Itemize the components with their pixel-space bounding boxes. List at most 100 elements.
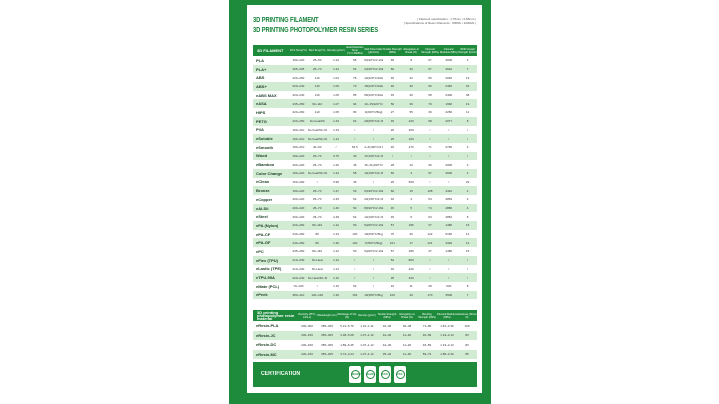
table-cell: 8 [466, 284, 469, 289]
table-cell: 220~260 [292, 75, 305, 80]
table-cell: / [448, 179, 450, 184]
table-row: ePeek 380~410 120~140 1.30 152 10(380°C/5kg) 1… [253, 290, 477, 300]
table-cell: / [458, 273, 477, 282]
table-cell: 1.89~5.45 [340, 342, 354, 347]
table-cell: 550 [408, 179, 414, 184]
table-cell: 4320 [439, 238, 459, 248]
certification-logo-eco: ECO [379, 366, 391, 383]
table-cell: 57 [382, 221, 402, 230]
table-cell: 58 [428, 93, 432, 98]
table-cell: 5 [410, 214, 413, 219]
table-cell: 1960 [439, 99, 459, 109]
table-cell: 4.38~5.08 [337, 330, 357, 340]
table-cell: 52 [353, 214, 357, 219]
table-cell: 2440 [439, 82, 459, 91]
table-cell: 75 [390, 232, 395, 237]
table-cell: 5.21~5.76 [340, 323, 354, 328]
table-cell: 52 [345, 203, 365, 213]
table-cell: 152 [345, 290, 365, 300]
table-cell: 1.24 [333, 58, 339, 63]
table-cell: 94 [345, 99, 365, 109]
material-name: PLA [256, 57, 264, 63]
table-cell: 220~260 [292, 110, 305, 115]
table-cell: 85 [457, 349, 477, 359]
poster-panel: 3D PRINTING FILAMENT 3D PRINTING PHOTOPO… [247, 5, 482, 393]
table-row: eResin-DC 100~150 355~405 1.89~5.45 1.07~1.1… [253, 340, 477, 350]
material-name: eSteel [256, 214, 268, 220]
table-cell: 1.07~1.12 [360, 342, 374, 347]
table-row: PVA 190~210 No heat/50~60 1.23 / / 20 360 / / / [253, 126, 477, 135]
table-cell: 27 [390, 110, 395, 115]
table-cell: 25~70 [312, 197, 322, 202]
table-cell: / [429, 179, 431, 184]
table-row: ABS 220~260 110 1.04 78 12(220°C/10kg) 45 22 66 2… [253, 73, 477, 82]
material-name: PLA+ [253, 64, 289, 74]
table-cell: 65(220°C/10kg) [364, 93, 383, 98]
column-header: Flexural Modulus (MPa) [437, 310, 457, 321]
table-cell: 110 [314, 75, 320, 80]
table-cell: 190~220 [292, 58, 305, 63]
table-cell: / [429, 127, 431, 132]
table-row: ePA-GF 240~260 80 1.30 120 7(250°C/5kg) 101 17 1… [253, 238, 477, 248]
table-cell: / [420, 151, 440, 161]
table-cell: 70~100 [293, 284, 304, 289]
table-cell: 4 [466, 162, 469, 167]
table-cell: 2000 [445, 162, 453, 167]
table-cell: 3 [401, 168, 421, 178]
table-cell: 1.14 [333, 266, 339, 271]
table-cell: 14 [458, 238, 477, 248]
table-cell: / [335, 145, 337, 150]
certification-label: CERTIFICATION [261, 371, 301, 377]
filament-spec: | Filament specification : 1.75mm / 2.85… [417, 17, 476, 21]
table-row: ABS+220~2401101.067315(220°C/10kg)403066… [253, 82, 477, 91]
table-row: eResin-JC 100~150 355~405 4.38~5.08 1.07~1.1… [253, 330, 477, 340]
table-cell: / [467, 266, 468, 271]
table-cell: 39 [428, 110, 432, 115]
material-name: eResin-JC [253, 330, 297, 340]
column-header: Shrinkage of Vol. (%) [337, 310, 357, 321]
table-cell: 0.75 [326, 151, 346, 161]
table-cell: 25~60 [312, 58, 322, 63]
table-cell: / [401, 151, 421, 161]
table-cell: 190~220 [289, 151, 308, 161]
table-cell: 4 [466, 145, 469, 150]
table-cell: 45 [353, 179, 357, 184]
table-cell: 65 [382, 168, 402, 178]
table-cell: 1.23 [333, 127, 339, 132]
table-cell: / [458, 151, 477, 161]
table-cell: 71~80 [422, 323, 432, 328]
table-cell: 35 [428, 162, 432, 167]
table-cell: 29 [465, 179, 470, 184]
table-cell: No heat/50~60 [307, 127, 327, 132]
table-cell: 22 [409, 75, 413, 80]
table-cell: 1.12 [326, 255, 346, 265]
table-cell: 5(190°C/2.16kg) [364, 58, 383, 63]
material-name: eClean [256, 179, 270, 185]
material-name: eResin-PLA [256, 323, 279, 329]
material-name: ABS+ [253, 82, 289, 91]
table-cell: / [448, 127, 450, 132]
table-cell: 355~405 [321, 342, 333, 347]
table-cell: 1.24 [326, 168, 346, 178]
table-cell: 15~41(190°C/2.16kg) [364, 162, 383, 167]
table-cell: 1.07~1.12 [357, 349, 377, 359]
column-header: 3D FILAMENT [253, 45, 289, 56]
table-cell: / [420, 255, 440, 265]
table-cell: 42 [458, 82, 477, 91]
table-cell: 1.07 [326, 99, 346, 109]
table-cell: 4 [410, 197, 413, 202]
table-cell: 4442 [439, 186, 459, 195]
table-cell: / [467, 127, 468, 132]
table-cell: 80 [353, 110, 357, 115]
table-cell: 4 [458, 203, 477, 213]
table-cell: 10(190°C/2.16kg) [364, 168, 383, 178]
table-cell: 380~410 [289, 290, 308, 300]
table-cell: 5(220°C/2.16kg) [364, 249, 383, 254]
table-cell: 25~70 [312, 162, 322, 167]
table-cell: 190~210 [292, 145, 305, 150]
column-header: Flexural Strength (MPa) [420, 45, 440, 56]
column-header: Tensile Strength (MPa) [382, 45, 402, 56]
material-name: eFlex (TPU) [253, 255, 289, 265]
table-cell: / [429, 266, 431, 271]
table-cell: 85 [353, 93, 357, 98]
